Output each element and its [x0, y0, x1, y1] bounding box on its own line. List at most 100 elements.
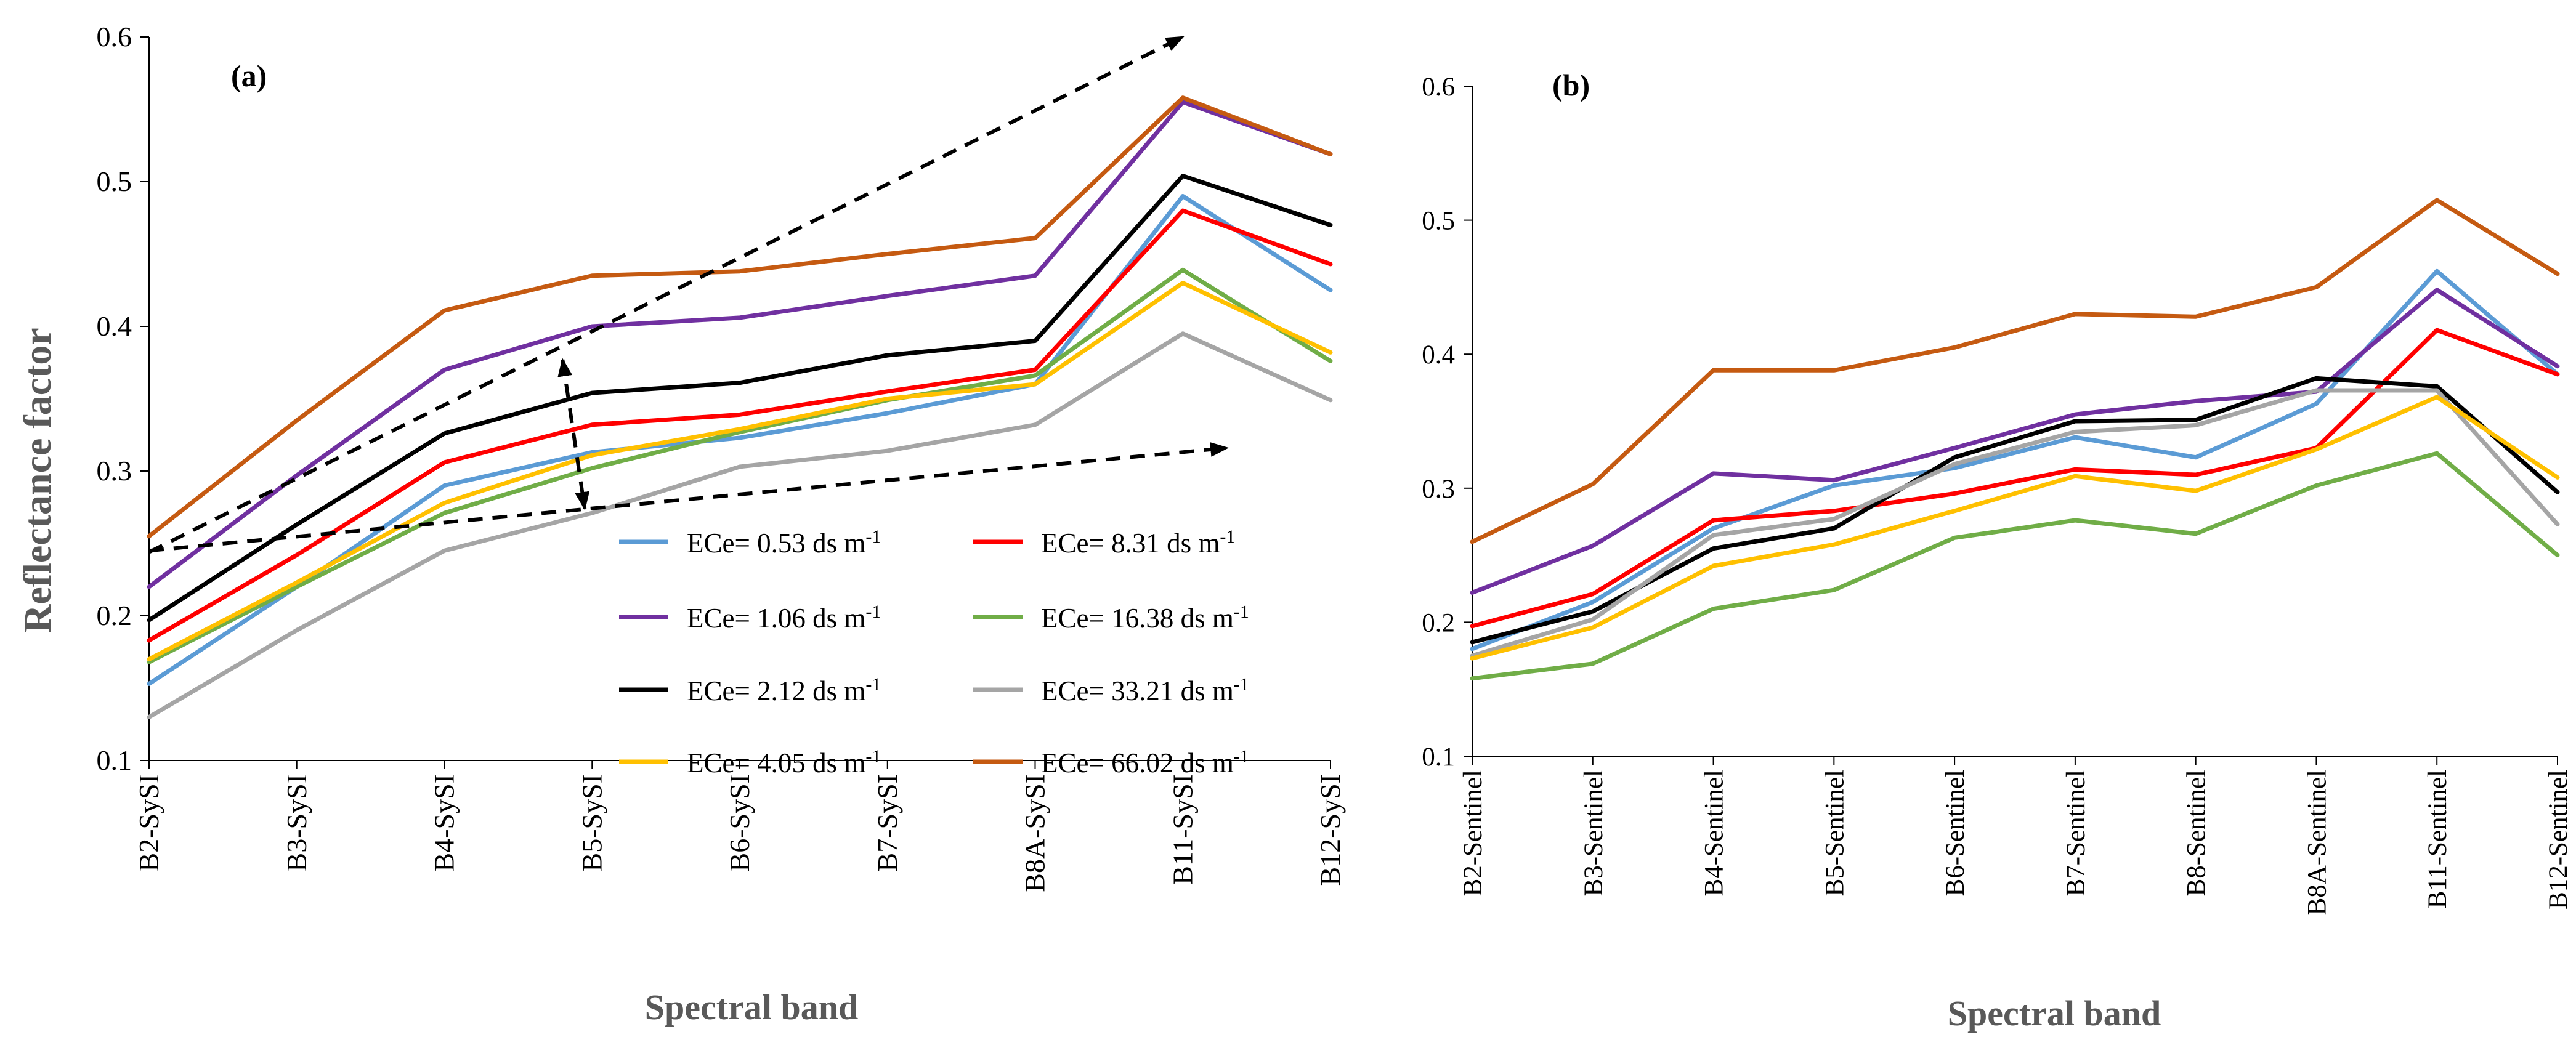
- data-point: [444, 502, 445, 504]
- data-point: [1329, 360, 1332, 362]
- data-point: [148, 535, 150, 538]
- legend-unit-exp: -1: [865, 602, 881, 622]
- legend-label: ECe= 8.31: [1041, 528, 1160, 559]
- legend-label: ECe= 33.21: [1041, 676, 1173, 706]
- legend-unit: ds m: [812, 528, 865, 559]
- svg-text:ECe= 16.38 ds m-1: ECe= 16.38 ds m-1: [1041, 602, 1249, 634]
- data-point: [296, 419, 298, 422]
- data-point: [591, 454, 593, 456]
- data-point: [2436, 289, 2438, 291]
- data-point: [1592, 663, 1594, 665]
- x-tick-label: B2-Sentinel: [1459, 770, 1488, 896]
- series-line: [1470, 451, 2560, 681]
- y-tick-label: 0.4: [97, 310, 132, 342]
- data-point: [2315, 403, 2317, 405]
- legend-unit-exp: -1: [1234, 602, 1249, 622]
- legend-unit-exp: -1: [1234, 746, 1249, 767]
- data-point: [1034, 424, 1036, 426]
- data-point: [739, 413, 741, 416]
- data-point: [2074, 519, 2076, 522]
- data-point: [1833, 589, 1835, 591]
- data-point: [1833, 369, 1835, 371]
- x-tick-label: B8-Sentinel: [2182, 770, 2211, 896]
- data-point: [886, 390, 889, 393]
- legend-unit: ds m: [812, 603, 865, 634]
- data-point: [296, 629, 298, 631]
- data-point: [1181, 195, 1184, 197]
- x-tick-label: B7-Sentinel: [2062, 770, 2091, 896]
- data-point: [148, 658, 150, 660]
- data-point: [1471, 592, 1473, 594]
- data-point: [1953, 447, 1956, 450]
- data-point: [2195, 474, 2197, 476]
- data-point: [1471, 641, 1473, 644]
- data-point: [1329, 263, 1332, 265]
- data-point: [1034, 237, 1036, 240]
- svg-text:ECe= 1.06 ds m-1: ECe= 1.06 ds m-1: [687, 602, 881, 634]
- data-point: [1833, 484, 1835, 486]
- legend-unit-exp: -1: [865, 746, 881, 767]
- data-point: [1833, 479, 1835, 482]
- data-point: [886, 398, 889, 400]
- legend-item: ECe= 8.31 ds m-1: [973, 526, 1235, 559]
- x-tick-label: B11-Sentinel: [2423, 770, 2452, 908]
- data-point: [2556, 365, 2559, 368]
- data-point: [591, 451, 593, 453]
- trend-arrow: [557, 358, 590, 511]
- panel-b: 0.1 0.2 0.3 0.4 0.5 0.6 B2-Sentinel B3-Sentinel…: [1422, 68, 2573, 1033]
- data-point: [1953, 346, 1956, 349]
- svg-text:ECe= 2.12 ds m-1: ECe= 2.12 ds m-1: [687, 674, 881, 707]
- data-point: [2556, 373, 2559, 376]
- data-point: [1329, 289, 1332, 291]
- data-point: [1592, 593, 1594, 595]
- legend-unit: ds m: [1181, 748, 1234, 778]
- svg-text:ECe= 4.05 ds m-1: ECe= 4.05 ds m-1: [687, 746, 881, 779]
- data-point: [2195, 315, 2197, 318]
- data-point: [1712, 519, 1715, 522]
- series-line: [1470, 328, 2560, 629]
- data-point: [1592, 483, 1594, 485]
- data-point: [1471, 648, 1473, 650]
- data-point: [2074, 475, 2076, 477]
- data-point: [2315, 377, 2317, 379]
- data-point: [1592, 601, 1594, 603]
- panel-a-annotations: [148, 35, 1229, 554]
- data-point: [1953, 510, 1956, 512]
- data-point: [296, 554, 298, 556]
- series-line: [1470, 376, 2560, 645]
- data-point: [296, 474, 298, 477]
- legend-unit: ds m: [812, 748, 865, 778]
- data-point: [444, 432, 445, 435]
- data-point: [2556, 273, 2559, 275]
- trend-arrow: [148, 442, 1229, 553]
- data-point: [1471, 625, 1473, 627]
- x-tick-label: B7-SySI: [872, 774, 903, 871]
- legend-unit: ds m: [812, 676, 865, 706]
- data-point: [2315, 484, 2317, 486]
- legend-item: ECe= 4.05 ds m-1: [619, 746, 881, 779]
- data-point: [444, 309, 445, 312]
- data-point: [886, 295, 889, 297]
- data-point: [591, 467, 593, 469]
- data-point: [2074, 420, 2076, 422]
- panel-a-x-axis-label: Spectral band: [645, 987, 858, 1027]
- series-line: [1470, 388, 2560, 658]
- data-point: [1592, 610, 1594, 613]
- x-tick-label: B3-SySI: [281, 774, 312, 871]
- legend-unit: ds m: [1181, 603, 1234, 634]
- legend-item: ECe= 2.12 ds m-1: [619, 674, 881, 707]
- data-point: [886, 354, 889, 357]
- data-point: [739, 270, 741, 273]
- data-point: [148, 619, 150, 621]
- y-tick-label: 0.6: [97, 21, 132, 52]
- x-tick-label: B12-SySI: [1314, 774, 1346, 886]
- data-point: [1712, 565, 1715, 567]
- data-point: [148, 682, 150, 685]
- data-point: [1034, 374, 1036, 377]
- series-line: [1470, 198, 2560, 544]
- data-point: [591, 392, 593, 394]
- data-point: [591, 424, 593, 426]
- data-point: [1181, 268, 1184, 271]
- data-point: [2556, 523, 2559, 526]
- series-line: [147, 100, 1333, 589]
